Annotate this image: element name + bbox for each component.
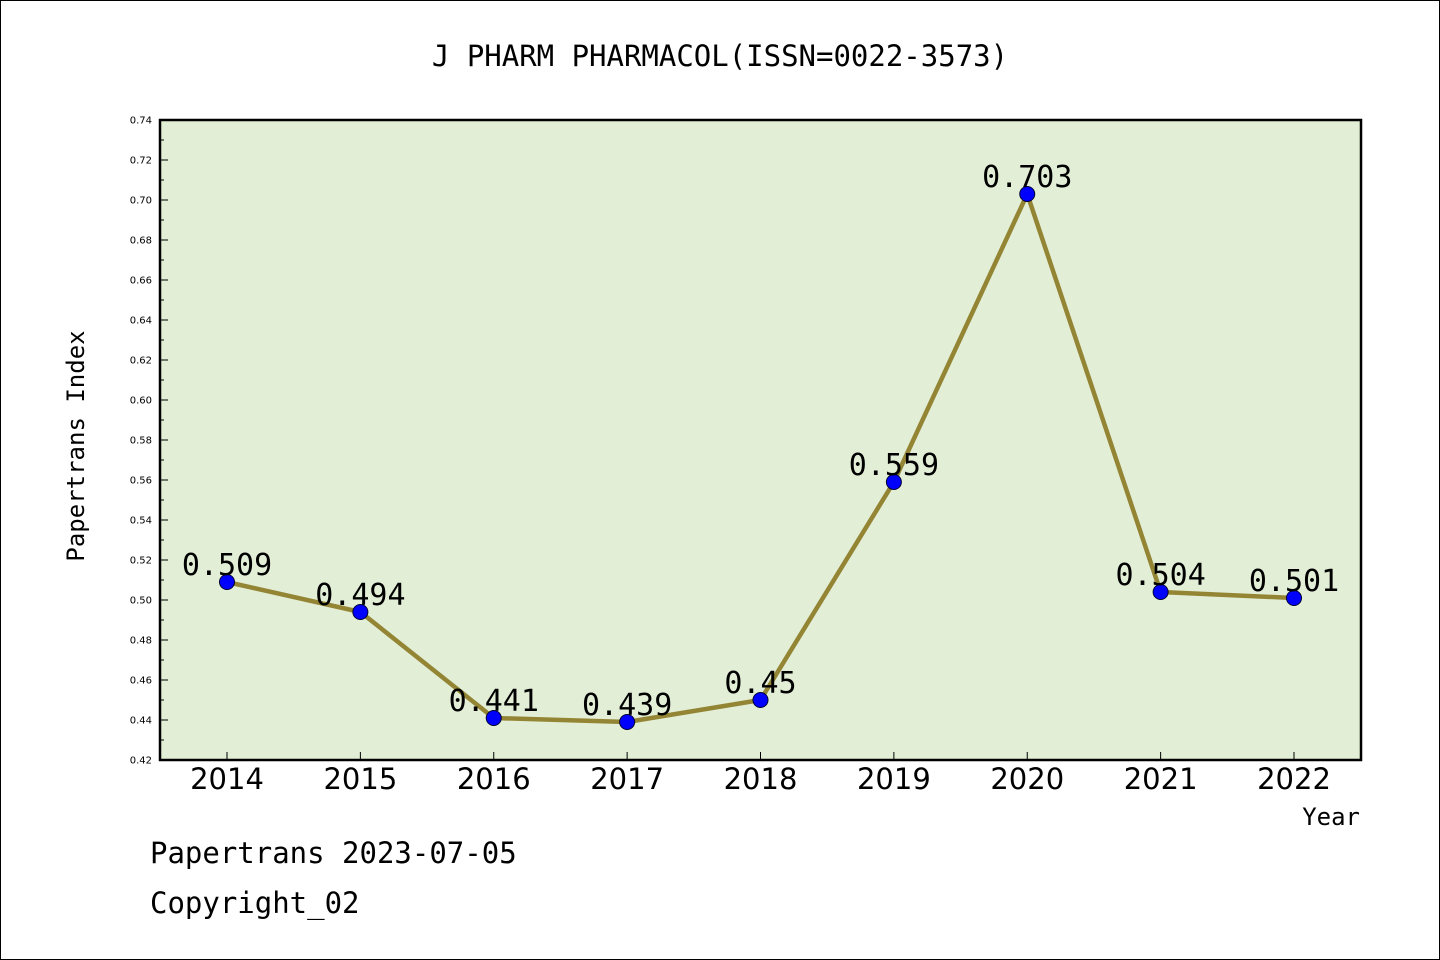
data-point — [219, 574, 235, 590]
data-markers — [219, 186, 1302, 730]
y-tick-label: 0.54 — [130, 516, 152, 527]
y-tick-label: 0.48 — [130, 636, 152, 647]
data-point — [352, 604, 369, 620]
y-tick-label: 0.66 — [130, 276, 152, 287]
footer-copyright: Copyright_02 — [150, 886, 360, 920]
x-tick-label: 2016 — [457, 762, 531, 796]
data-label: 0.703 — [982, 160, 1072, 195]
y-tick-label: 0.44 — [130, 716, 152, 727]
y-tick-label: 0.50 — [130, 596, 152, 607]
data-label: 0.441 — [449, 684, 539, 719]
x-tick-label: 2015 — [323, 762, 397, 796]
data-label: 0.494 — [315, 578, 405, 613]
data-label: 0.439 — [582, 688, 672, 723]
y-tick-label: 0.60 — [130, 396, 152, 407]
data-point — [485, 710, 502, 726]
x-axis-label: Year — [1302, 803, 1360, 831]
plot-border — [158, 118, 1363, 762]
y-tick-label: 0.72 — [130, 156, 152, 167]
x-tick-label: 2017 — [590, 762, 664, 796]
data-point — [1019, 186, 1036, 202]
y-tick-label: 0.42 — [130, 756, 152, 767]
y-tick-label: 0.64 — [130, 316, 152, 327]
data-label: 0.559 — [849, 448, 939, 483]
data-point — [885, 474, 902, 490]
data-point — [1286, 590, 1302, 606]
x-tick-label: 2019 — [857, 762, 931, 796]
x-tick-label: 2014 — [190, 762, 264, 796]
footer-date: Papertrans 2023-07-05 — [150, 836, 517, 870]
data-labels: 0.509 0.494 0.441 0.439 0.45 0.559 0.703 0.504 0… — [182, 160, 1339, 723]
x-tick-label: 2022 — [1257, 762, 1331, 796]
data-label: 0.45 — [724, 666, 796, 701]
x-tick-label: 2018 — [724, 762, 798, 796]
chart-title: J PHARM PHARMACOL(ISSN=0022-3573) — [432, 39, 1008, 73]
y-tick-label: 0.46 — [130, 676, 152, 687]
data-point — [1152, 584, 1169, 600]
data-point — [619, 714, 636, 730]
y-tick-label: 0.58 — [130, 436, 152, 447]
y-axis: 0.42 0.44 0.46 0.48 0.50 0.52 0.54 0.56 0.58 0.60… — [130, 116, 168, 767]
data-label: 0.504 — [1115, 558, 1205, 593]
y-tick-label: 0.52 — [130, 556, 152, 567]
data-label: 0.501 — [1249, 564, 1339, 599]
data-label: 0.509 — [182, 548, 272, 583]
y-tick-label: 0.68 — [130, 236, 152, 247]
x-axis: 2014 2015 2016 2017 2018 2019 2020 2021 2022 — [190, 752, 1331, 796]
x-tick-label: 2021 — [1124, 762, 1198, 796]
y-tick-label: 0.62 — [130, 356, 152, 367]
y-tick-label: 0.56 — [130, 476, 152, 487]
y-tick-label: 0.70 — [130, 196, 152, 207]
y-tick-label: 0.74 — [130, 116, 152, 127]
y-axis-label: Papertrans Index — [62, 330, 90, 561]
data-point — [752, 692, 769, 708]
x-tick-label: 2020 — [990, 762, 1064, 796]
plot-area — [160, 120, 1361, 760]
